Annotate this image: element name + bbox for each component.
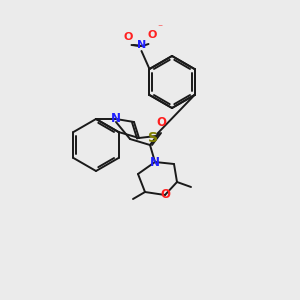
Text: O: O	[156, 116, 166, 129]
Text: ⁻: ⁻	[157, 23, 162, 33]
Text: O: O	[124, 32, 133, 42]
Text: N: N	[111, 112, 121, 125]
Text: S: S	[148, 131, 158, 145]
Text: O: O	[160, 188, 170, 202]
Text: N: N	[150, 155, 160, 169]
Text: N: N	[137, 40, 146, 50]
Text: O: O	[148, 30, 157, 40]
